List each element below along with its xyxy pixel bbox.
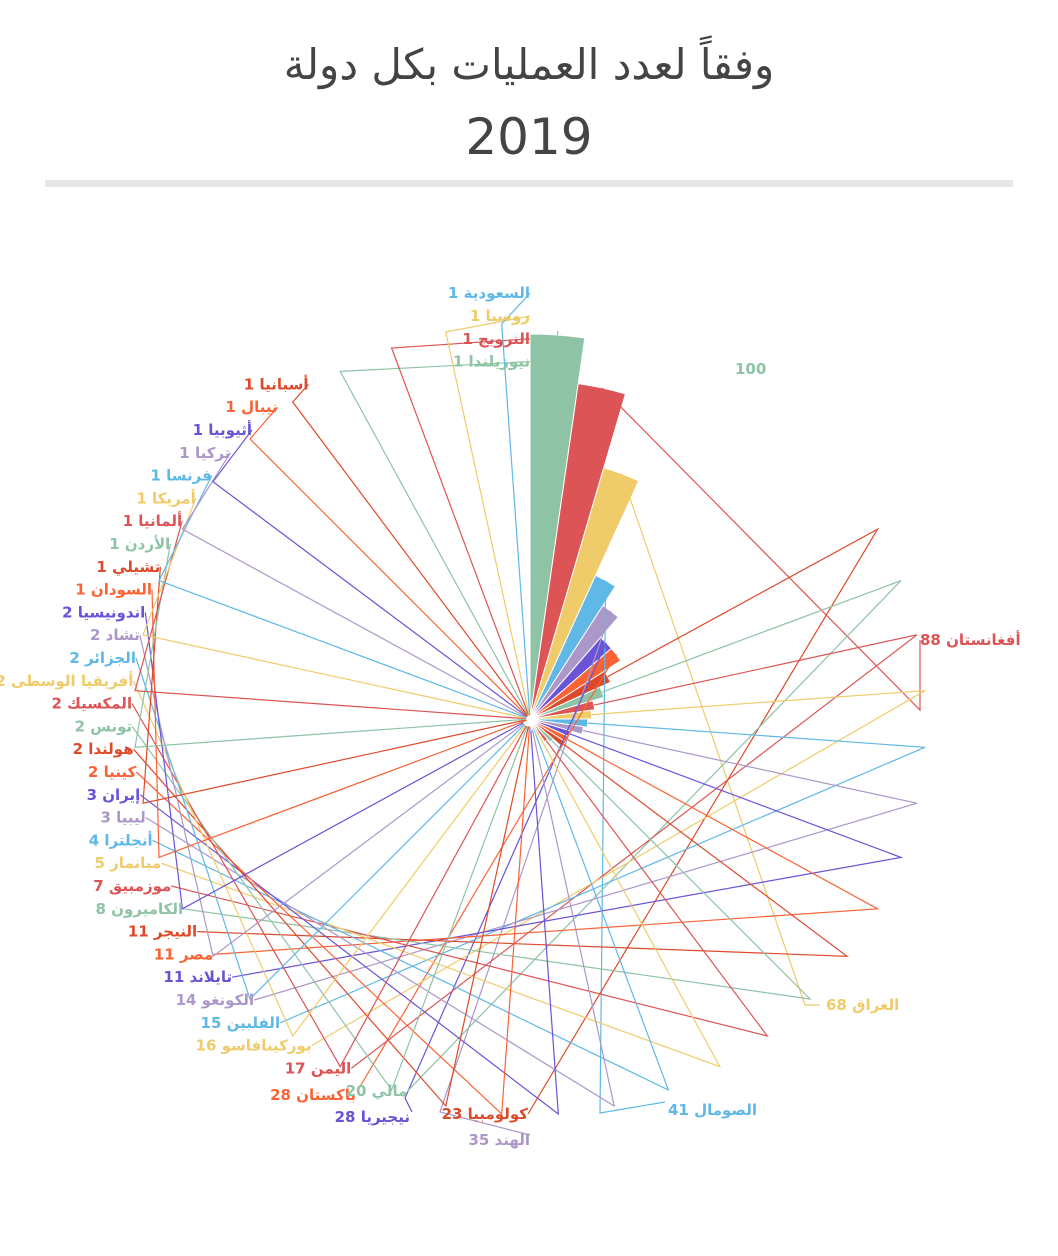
leader-line-22 <box>139 730 559 1116</box>
leader-line-11 <box>311 690 926 1047</box>
leader-line-24 <box>133 726 529 1108</box>
leader-line-43 <box>445 315 531 716</box>
leader-line-3 <box>620 473 820 1006</box>
data-label-17: الكاميرون 8 <box>96 900 184 918</box>
data-label-37: تركيا 1 <box>179 444 230 462</box>
leader-line-4 <box>599 580 666 1114</box>
leader-line-37 <box>181 452 527 718</box>
data-label-26: المكسيك 2 <box>52 695 133 713</box>
data-label-19: ميانمار 5 <box>95 854 162 872</box>
leader-line-34 <box>134 521 527 720</box>
data-label-44: السعودية 1 <box>448 284 530 302</box>
data-label-42: النرويج 1 <box>462 330 530 348</box>
leader-line-16 <box>197 743 849 957</box>
data-label-28: الجزائر 2 <box>69 649 136 667</box>
data-label-22: إيران 3 <box>87 786 141 804</box>
data-label-25: تونس 2 <box>75 717 133 735</box>
leader-line-42 <box>390 338 531 716</box>
data-label-4: الصومال 41 <box>668 1101 757 1119</box>
leader-line-39 <box>249 406 528 717</box>
data-label-7: باكستان 28 <box>270 1086 356 1104</box>
leader-line-32 <box>142 566 527 804</box>
leader-line-12 <box>279 722 926 1024</box>
leader-line-2 <box>601 387 921 712</box>
data-label-9: مالي 20 <box>346 1082 408 1100</box>
data-label-40: أسبانيا 1 <box>244 374 309 393</box>
leader-line-17 <box>183 740 812 1000</box>
chart-title-line1: وفقاً لعدد العمليات بكل دولة <box>283 40 775 89</box>
data-label-23: كينيا 2 <box>88 763 137 781</box>
data-label-30: اندونيسيا 2 <box>62 603 145 621</box>
leader-line-23 <box>135 726 531 1116</box>
leader-line-10 <box>350 634 918 1069</box>
leader-line-41 <box>339 361 531 716</box>
wedge-18[interactable] <box>529 718 549 743</box>
leader-line-28 <box>135 657 526 1001</box>
data-label-35: أمريكا 1 <box>136 488 195 507</box>
leader-line-44 <box>501 292 531 716</box>
wedge-17[interactable] <box>529 718 554 743</box>
data-label-1: 100 <box>735 360 766 378</box>
data-label-15: مصر 11 <box>154 945 214 963</box>
leader-line-36 <box>158 475 527 719</box>
leader-line-7 <box>357 654 617 1093</box>
leader-line-26 <box>131 703 527 1068</box>
leader-line-6 <box>404 642 607 1113</box>
data-label-31: السودان 1 <box>75 581 152 599</box>
wedge-4[interactable] <box>529 574 617 720</box>
chart-title-year: 2019 <box>465 108 593 166</box>
leader-line-18 <box>171 740 769 1037</box>
leader-line-21 <box>145 730 616 1108</box>
leader-line-15 <box>213 738 880 955</box>
leader-line-14 <box>231 733 904 978</box>
data-label-8: كولومبيا 23 <box>442 1105 529 1123</box>
data-label-33: الأردن 1 <box>109 535 170 553</box>
data-label-27: أفريقيا الوسطى 2 <box>0 671 133 690</box>
leader-line-35 <box>142 498 527 719</box>
leader-lines-group <box>131 292 926 1136</box>
leader-line-29 <box>139 635 525 958</box>
data-label-32: تشيلي 1 <box>96 558 160 576</box>
data-label-11: بوركينافاسو 16 <box>196 1037 312 1055</box>
leader-line-25 <box>131 725 528 1092</box>
leader-line-5 <box>439 610 612 1136</box>
data-label-38: أثيوبيا 1 <box>193 420 252 439</box>
leader-line-8 <box>527 527 880 1115</box>
leader-line-40 <box>291 383 529 717</box>
data-label-5: الهند 35 <box>468 1131 530 1149</box>
data-label-36: فرنسا 1 <box>150 467 211 485</box>
data-label-12: الفلبين 15 <box>201 1014 281 1032</box>
data-label-14: تايلاند 11 <box>163 968 232 986</box>
leader-line-9 <box>406 580 902 1092</box>
leader-line-38 <box>212 429 528 718</box>
data-label-20: أنجلترا 4 <box>89 830 153 849</box>
labels-group: 100 أفغانستان 88 العراق 68 الصومال 41 الهند … <box>0 284 1021 1149</box>
data-label-34: ألمانيا 1 <box>123 511 183 530</box>
wedge-44[interactable] <box>528 714 531 720</box>
leader-line-30 <box>144 612 524 910</box>
data-label-18: موزمبيق 7 <box>93 877 171 895</box>
data-label-21: ليبيا 3 <box>101 809 146 827</box>
data-label-3: العراق 68 <box>826 996 899 1014</box>
data-label-13: الكونغو 14 <box>176 991 255 1009</box>
data-label-10: اليمن 17 <box>285 1059 352 1077</box>
leader-line-27 <box>132 680 526 1038</box>
data-label-2: أفغانستان 88 <box>920 630 1021 649</box>
title-divider <box>45 180 1013 187</box>
data-label-29: تشاد 2 <box>90 626 140 644</box>
data-label-41: نيوزيلندا 1 <box>453 353 530 371</box>
data-label-16: النيجر 11 <box>128 923 197 941</box>
wedges-group <box>522 333 640 748</box>
data-label-6: نيجيريا 28 <box>335 1108 410 1126</box>
leader-line-13 <box>253 729 918 1001</box>
data-label-39: نيبال 1 <box>225 398 277 416</box>
leader-line-31 <box>151 589 527 859</box>
data-label-24: هولندا 2 <box>73 740 134 758</box>
leader-line-19 <box>160 735 722 1068</box>
data-label-43: روسيا 1 <box>470 307 530 325</box>
leader-line-33 <box>134 543 527 748</box>
